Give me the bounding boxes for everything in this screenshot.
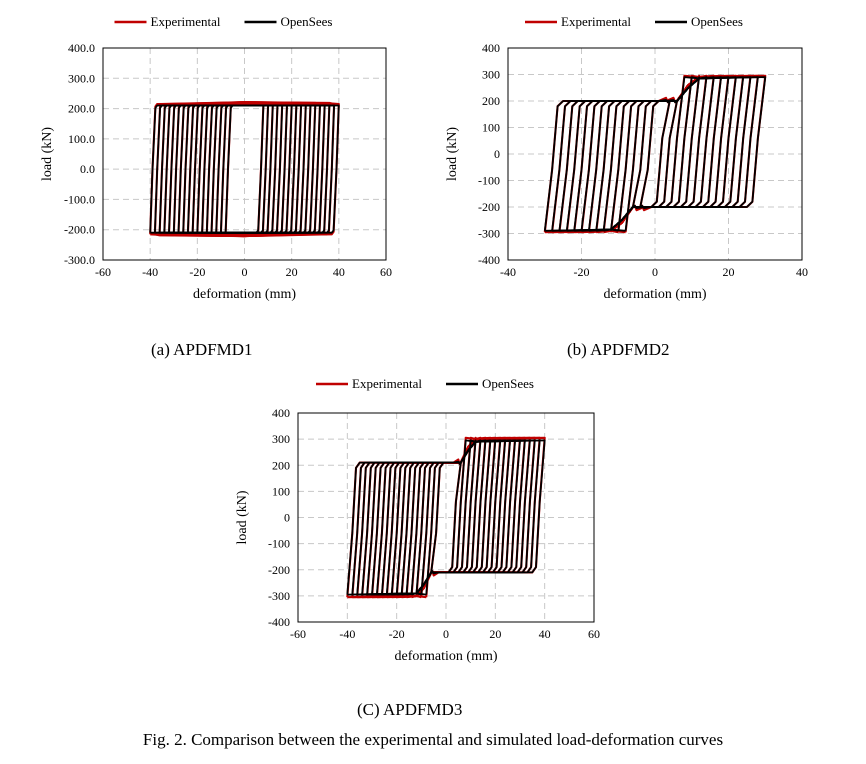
hysteresis-loop-opensees: [543, 76, 767, 232]
y-tick-label: -100.0: [64, 192, 95, 206]
legend-label-experimental: Experimental: [352, 376, 422, 391]
x-tick-label: 20: [489, 627, 501, 641]
x-tick-label: -20: [189, 265, 205, 279]
chart-apdfmd1-svg: -60 -40 -20 0 20 40 60 -300.0 -200.0 -100.0 0.0 100…: [40, 14, 392, 302]
y-tick-label: 100: [272, 484, 290, 498]
legend: Experimental OpenSees: [525, 14, 743, 29]
y-tick-label: 200: [272, 458, 290, 472]
curves: [346, 436, 546, 599]
x-tick-label: 20: [286, 265, 298, 279]
y-tick-label: 400: [272, 406, 290, 420]
x-axis-label: deformation (mm): [603, 287, 706, 302]
x-tick-label: -40: [339, 627, 355, 641]
y-tick-label: 0.0: [80, 162, 95, 176]
y-tick-label: 0: [284, 511, 290, 525]
chart-apdfmd2: -40 -20 0 20 40 -400 -300 -200 -100 0 100 200 300 400…: [440, 8, 840, 308]
legend-label-opensees: OpenSees: [691, 14, 743, 29]
x-tick-label: 0: [652, 265, 658, 279]
chart-apdfmd1: -60 -40 -20 0 20 40 60 -300.0 -200.0 -100.0 0.0 100…: [28, 8, 428, 308]
chart-apdfmd3-svg: -60 -40 -20 0 20 40 60-400-300-200-10001002003…: [235, 376, 600, 664]
curves: [543, 74, 767, 234]
x-tick-label: -20: [574, 265, 590, 279]
y-tick-label: 300.0: [68, 71, 95, 85]
y-tick-label: -300.0: [64, 253, 95, 267]
legend: Experimental OpenSees: [316, 376, 534, 391]
grid: [102, 47, 387, 261]
y-tick-label: -300: [478, 227, 500, 241]
y-tick-label: -200: [478, 200, 500, 214]
y-axis-label: load (kN): [40, 127, 55, 181]
grid: [297, 412, 595, 623]
plot-frame: [507, 47, 803, 261]
x-tick-label: -20: [389, 627, 405, 641]
legend-label-experimental: Experimental: [561, 14, 631, 29]
y-tick-label: -200: [268, 563, 290, 577]
x-tick-label: 40: [539, 627, 551, 641]
curves: [149, 101, 340, 238]
y-tick-label: 0: [494, 147, 500, 161]
y-tick-label: -400: [478, 253, 500, 267]
x-tick-label: -60: [290, 627, 306, 641]
y-tick-label: 300: [482, 68, 500, 82]
x-tick-label: -40: [500, 265, 516, 279]
plot-frame: [102, 47, 387, 261]
x-tick-label: 40: [333, 265, 345, 279]
hysteresis-loop-opensees: [346, 439, 546, 596]
y-tick-label: 100.0: [68, 132, 95, 146]
legend-label-experimental: Experimental: [151, 14, 221, 29]
legend-label-opensees: OpenSees: [482, 376, 534, 391]
y-axis-label: load (kN): [445, 127, 460, 181]
legend: Experimental OpenSees: [114, 14, 333, 29]
caption-apdfmd1: (a) APDFMD1: [151, 340, 253, 359]
y-axis-label: load (kN): [235, 490, 250, 544]
y-tick-label: 300: [272, 432, 290, 446]
chart-apdfmd3: -60 -40 -20 0 20 40 60 -400 -300 -200 -100 0 100 200 3…: [226, 370, 626, 670]
x-tick-label: 60: [380, 265, 392, 279]
y-tick-label: -200.0: [64, 223, 95, 237]
y-tick-label: 100: [482, 121, 500, 135]
y-tick-label: 200.0: [68, 102, 95, 116]
plot-frame: [297, 412, 595, 623]
y-tick-label: -400: [268, 615, 290, 629]
legend-label-opensees: OpenSees: [281, 14, 333, 29]
figure-caption: Fig. 2. Comparison between the experimen…: [142, 730, 724, 749]
y-tick-label: -100: [268, 537, 290, 551]
chart-apdfmd2-svg: -40 -20 0 20 40-400-300-200-1000100200300400…: [445, 14, 808, 302]
x-tick-label: 20: [723, 265, 735, 279]
y-tick-label: 400: [482, 41, 500, 55]
y-tick-label: -100: [478, 174, 500, 188]
x-tick-label: -60: [95, 265, 111, 279]
x-tick-label: 40: [796, 265, 808, 279]
hysteresis-loop-opensees: [149, 104, 340, 234]
x-tick-label: 0: [443, 627, 449, 641]
x-tick-label: -40: [142, 265, 158, 279]
x-axis-label: deformation (mm): [193, 287, 296, 302]
x-axis-label: deformation (mm): [394, 649, 497, 664]
y-tick-label: -300: [268, 589, 290, 603]
caption-apdfmd3: (C) APDFMD3: [357, 700, 463, 719]
x-tick-label: 0: [242, 265, 248, 279]
y-tick-label: 200: [482, 94, 500, 108]
caption-apdfmd2: (b) APDFMD2: [567, 340, 670, 359]
y-tick-label: 400.0: [68, 41, 95, 55]
x-tick-label: 60: [588, 627, 600, 641]
